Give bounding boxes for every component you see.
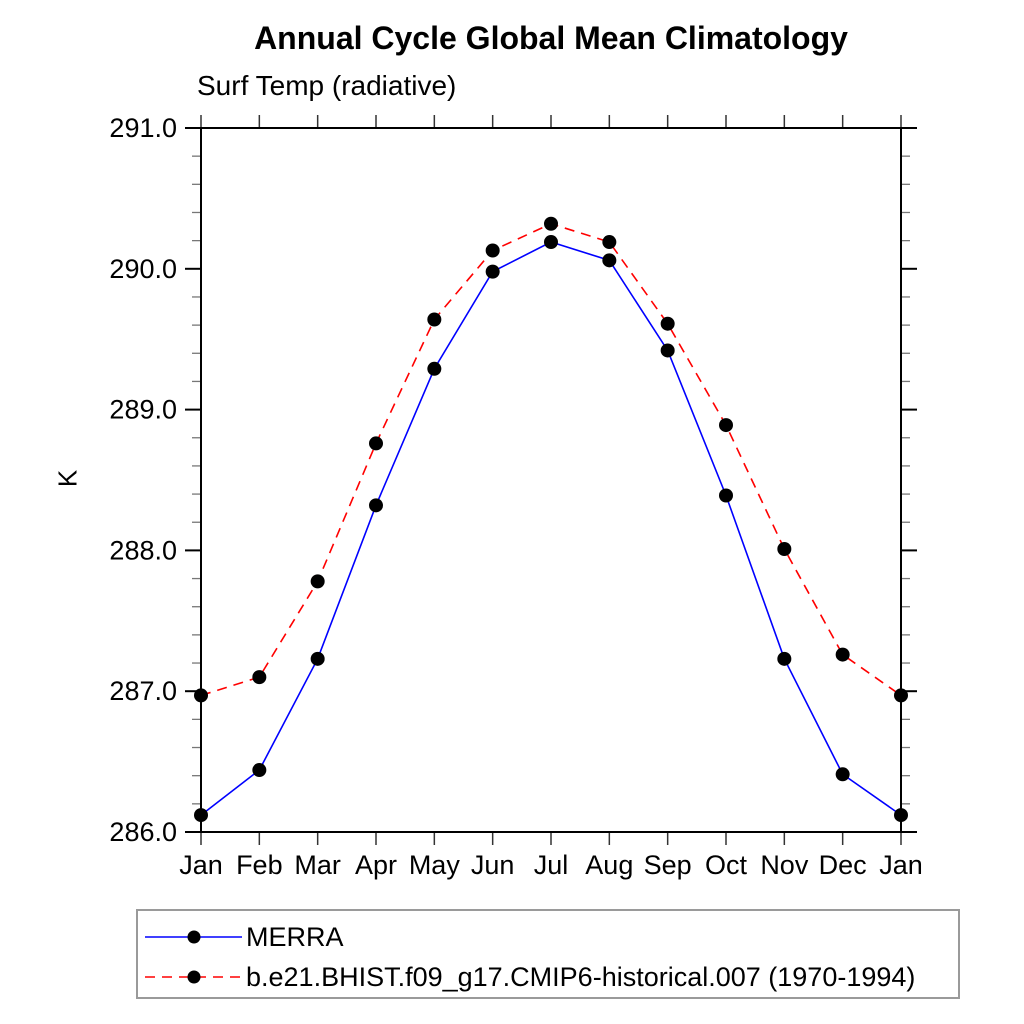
y-tick-label: 291.0 bbox=[109, 113, 177, 143]
data-point-marker bbox=[427, 312, 442, 327]
x-tick-label: Jan bbox=[879, 850, 923, 880]
data-point-marker bbox=[777, 541, 792, 556]
data-point-marker bbox=[369, 436, 383, 451]
y-tick-label: 290.0 bbox=[109, 254, 177, 284]
y-tick-label: 288.0 bbox=[109, 535, 177, 565]
data-point-marker bbox=[252, 763, 267, 778]
data-point-marker bbox=[894, 688, 908, 703]
data-point-marker bbox=[777, 651, 792, 666]
x-tick-label: Dec bbox=[819, 850, 867, 880]
data-point-marker bbox=[719, 488, 733, 503]
merra-sample-marker-icon bbox=[187, 930, 201, 944]
x-tick-label: Feb bbox=[236, 850, 283, 880]
x-tick-label: May bbox=[409, 850, 461, 880]
data-point-marker bbox=[835, 647, 850, 662]
data-point-marker bbox=[427, 361, 442, 376]
data-point-marker bbox=[602, 235, 617, 250]
y-tick-label: 289.0 bbox=[109, 395, 177, 425]
legend-item-model: b.e21.BHIST.f09_g17.CMIP6-historical.007… bbox=[138, 957, 958, 997]
data-point-marker bbox=[310, 651, 325, 666]
x-tick-label: Aug bbox=[585, 850, 633, 880]
y-tick-label: 286.0 bbox=[109, 817, 177, 847]
x-tick-label: Jan bbox=[179, 850, 223, 880]
x-tick-label: Sep bbox=[644, 850, 692, 880]
model-sample-marker-icon bbox=[187, 970, 201, 984]
x-tick-label: Mar bbox=[294, 850, 341, 880]
plot-frame bbox=[200, 127, 902, 833]
data-point-marker bbox=[485, 264, 500, 279]
data-point-marker bbox=[544, 235, 558, 250]
merra-series-line bbox=[200, 241, 902, 816]
x-tick-label: Oct bbox=[705, 850, 748, 880]
legend: MERRA b.e21.BHIST.f09_g17.CMIP6-historic… bbox=[136, 909, 960, 999]
data-point-marker bbox=[660, 316, 675, 331]
data-point-marker bbox=[252, 670, 267, 685]
legend-label-model: b.e21.BHIST.f09_g17.CMIP6-historical.007… bbox=[246, 961, 916, 992]
data-point-marker bbox=[894, 808, 908, 823]
data-point-marker bbox=[369, 498, 383, 513]
data-point-marker bbox=[835, 767, 850, 782]
chart-title: Annual Cycle Global Mean Climatology bbox=[254, 20, 848, 56]
x-tick-label: Jul bbox=[534, 850, 569, 880]
chart-subtitle: Surf Temp (radiative) bbox=[197, 70, 457, 101]
merra-line-sample bbox=[145, 930, 242, 944]
x-tick-label: Apr bbox=[355, 850, 397, 880]
legend-label-merra: MERRA bbox=[246, 921, 344, 952]
legend-item-merra: MERRA bbox=[138, 917, 958, 957]
data-point-marker bbox=[660, 343, 675, 358]
y-tick-label: 287.0 bbox=[109, 676, 177, 706]
data-point-marker bbox=[310, 574, 325, 589]
model-series-line bbox=[200, 222, 902, 697]
data-point-marker bbox=[194, 688, 208, 703]
data-point-marker bbox=[194, 808, 208, 823]
model-line-sample bbox=[145, 970, 242, 984]
data-point-marker bbox=[544, 216, 558, 231]
data-point-marker bbox=[719, 418, 733, 433]
x-tick-label: Nov bbox=[760, 850, 809, 880]
data-point-marker bbox=[602, 253, 617, 268]
x-tick-label: Jun bbox=[471, 850, 515, 880]
data-point-marker bbox=[485, 243, 500, 258]
